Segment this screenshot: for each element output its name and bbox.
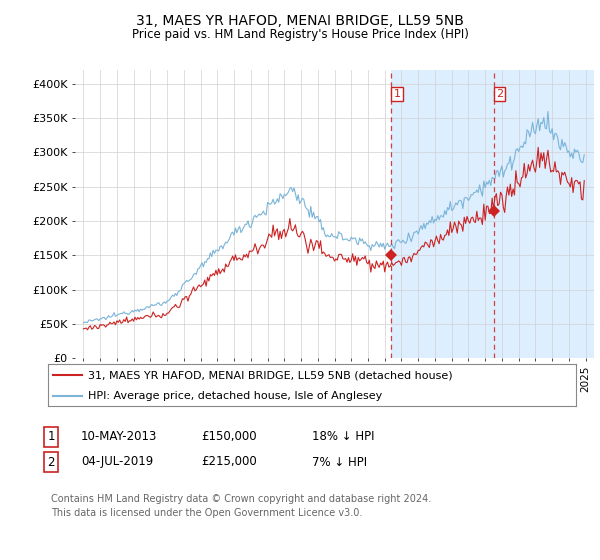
Text: 10-MAY-2013: 10-MAY-2013 xyxy=(81,430,157,444)
Text: 1: 1 xyxy=(47,430,55,444)
Bar xyxy=(391,70,494,358)
Text: 31, MAES YR HAFOD, MENAI BRIDGE, LL59 5NB: 31, MAES YR HAFOD, MENAI BRIDGE, LL59 5N… xyxy=(136,14,464,28)
Text: 7% ↓ HPI: 7% ↓ HPI xyxy=(312,455,367,469)
Text: Contains HM Land Registry data © Crown copyright and database right 2024.
This d: Contains HM Land Registry data © Crown c… xyxy=(51,494,431,518)
Text: 1: 1 xyxy=(394,89,400,99)
Text: HPI: Average price, detached house, Isle of Anglesey: HPI: Average price, detached house, Isle… xyxy=(88,391,382,402)
Text: 04-JUL-2019: 04-JUL-2019 xyxy=(81,455,153,469)
Text: 2: 2 xyxy=(496,89,503,99)
Text: £215,000: £215,000 xyxy=(201,455,257,469)
Text: £150,000: £150,000 xyxy=(201,430,257,444)
Bar xyxy=(494,70,594,358)
Text: 31, MAES YR HAFOD, MENAI BRIDGE, LL59 5NB (detached house): 31, MAES YR HAFOD, MENAI BRIDGE, LL59 5N… xyxy=(88,370,452,380)
Text: 2: 2 xyxy=(47,455,55,469)
Text: Price paid vs. HM Land Registry's House Price Index (HPI): Price paid vs. HM Land Registry's House … xyxy=(131,28,469,41)
Text: 18% ↓ HPI: 18% ↓ HPI xyxy=(312,430,374,444)
